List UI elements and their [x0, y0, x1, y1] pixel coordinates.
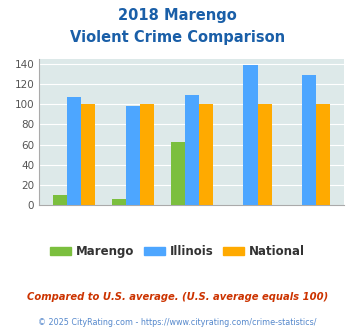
Bar [53, 195, 67, 205]
Bar [258, 105, 272, 205]
Text: 2018 Marengo: 2018 Marengo [118, 8, 237, 23]
Legend: Marengo, Illinois, National: Marengo, Illinois, National [45, 241, 310, 263]
Bar [302, 76, 316, 205]
Bar [316, 105, 331, 205]
Bar [170, 142, 185, 205]
Bar [81, 105, 95, 205]
Bar [67, 97, 81, 205]
Bar [199, 105, 213, 205]
Bar [244, 65, 258, 205]
Bar [140, 105, 154, 205]
Bar [112, 199, 126, 205]
Bar [185, 95, 199, 205]
Text: Violent Crime Comparison: Violent Crime Comparison [70, 30, 285, 45]
Text: © 2025 CityRating.com - https://www.cityrating.com/crime-statistics/: © 2025 CityRating.com - https://www.city… [38, 318, 317, 327]
Bar [126, 107, 140, 205]
Text: Compared to U.S. average. (U.S. average equals 100): Compared to U.S. average. (U.S. average … [27, 292, 328, 302]
